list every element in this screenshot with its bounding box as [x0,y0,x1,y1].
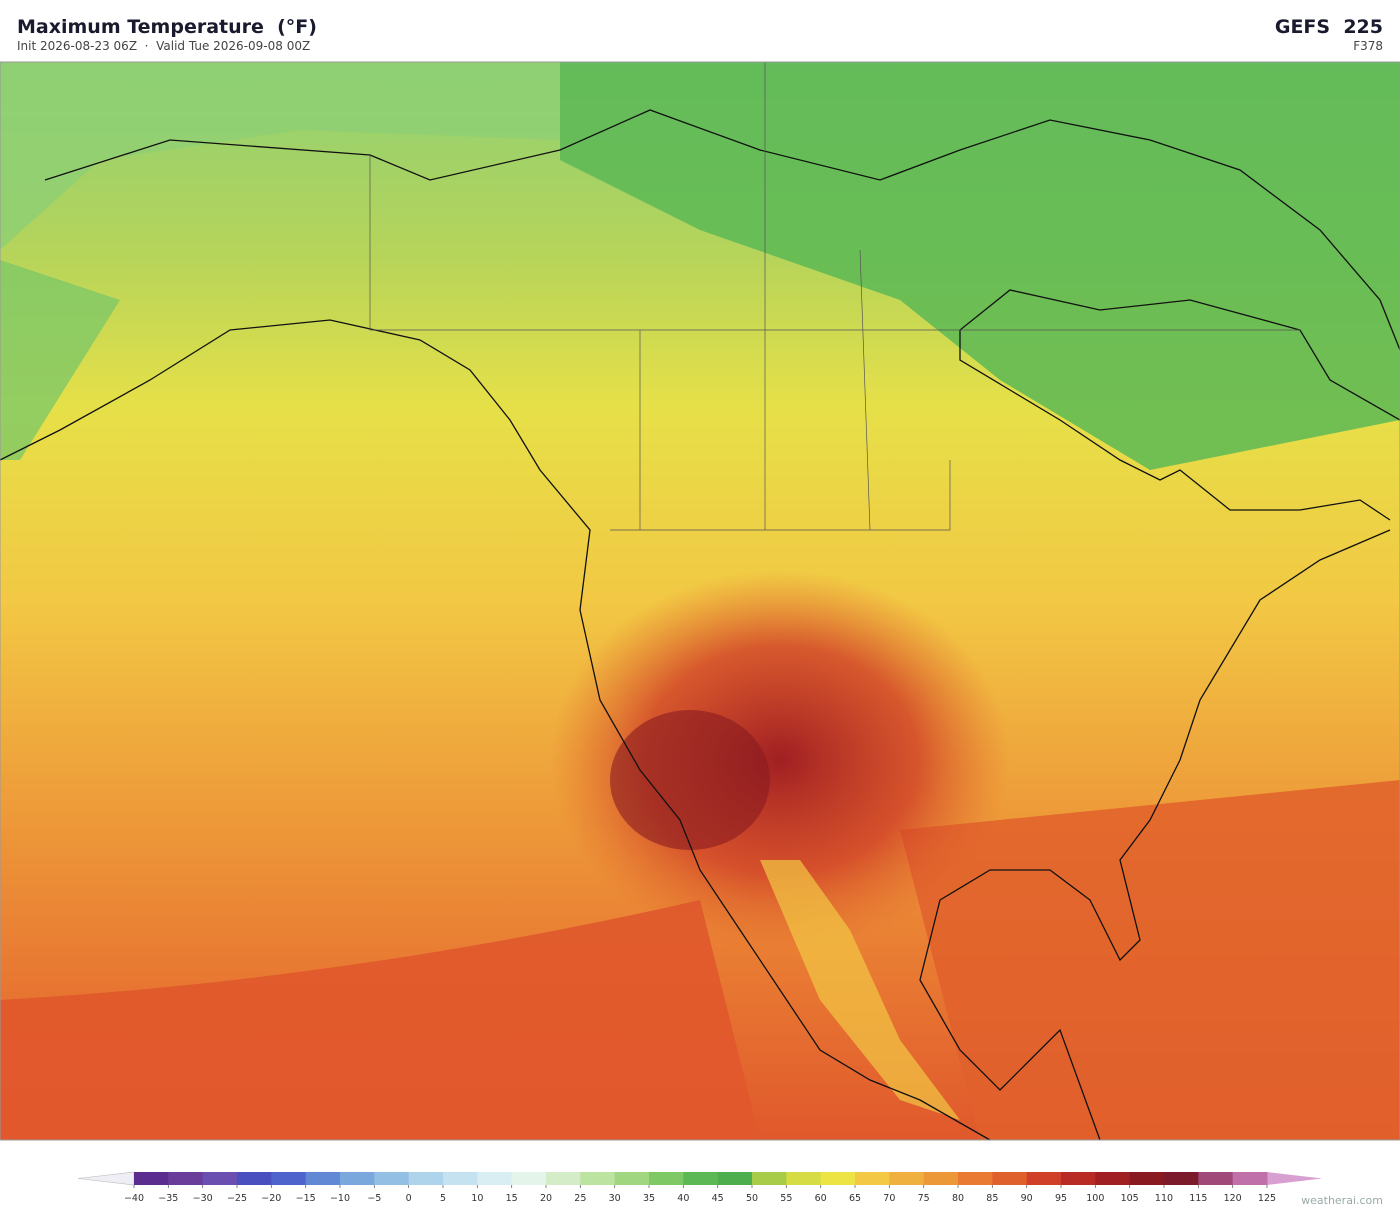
colorbar-segment [271,1172,307,1185]
cool-region [0,62,560,250]
colorbar-segment [649,1172,684,1185]
colorbar: −40 −35 −30 −25 −20 −15 −10 −5 0 5 10 15 20 25 30 35 40 4… [77,1171,1322,1204]
map-subtitle: Init 2026-08-23 06Z · Valid Tue 2026-09-… [17,39,311,53]
colorbar-segment [340,1172,375,1185]
colorbar-under [77,1171,135,1186]
credit: weatherai.com [1301,1194,1383,1207]
coastline [0,109,1400,1141]
colorbar-segment [168,1172,204,1185]
colorbar-segment [1129,1172,1165,1185]
colorbar-tick-label: 95 [1055,1193,1067,1204]
hot-core [610,710,770,850]
warm-region [0,900,760,1140]
colorbar-segment [237,1172,272,1185]
hot-region [550,570,1010,950]
colorbar-segment [134,1172,169,1185]
colorbar-tick-label: 55 [780,1193,792,1204]
colorbar-tick-label: 105 [1121,1193,1139,1204]
colorbar-tick-label: −15 [296,1193,316,1204]
colorbar-segment [1164,1172,1199,1185]
colorbar-tick-label: 0 [406,1193,412,1204]
colorbar-tick-label: 100 [1086,1193,1104,1204]
colorbar-tick-label: 65 [849,1193,861,1204]
colorbar-tick-label: 10 [471,1193,483,1204]
colorbar-segment [408,1172,444,1185]
colorbar-tick-label: 35 [643,1193,655,1204]
colorbar-tick-label: 25 [574,1193,586,1204]
borders [369,62,1300,531]
colorbar-tick-label: 15 [506,1193,518,1204]
map-title: Maximum Temperature (°F) [17,16,317,38]
colorbar-tick-label: 70 [883,1193,895,1204]
colorbar-segment [1095,1172,1131,1185]
colorbar-segment [477,1172,513,1185]
map-field [0,61,1400,1141]
forecast-hour: F378 [1353,39,1383,53]
colorbar-segment [305,1172,341,1185]
colorbar-segment [1061,1172,1096,1185]
colorbar-tick-label: −35 [158,1193,178,1204]
colorbar-tick-label: −25 [227,1193,247,1204]
colorbar-tick-label: 90 [1021,1193,1033,1204]
colorbar-segment [511,1172,547,1185]
highland-region [760,860,960,1120]
cold-region [560,62,1400,470]
colorbar-tick-label: 85 [986,1193,998,1204]
colorbar-tick-label: 45 [712,1193,724,1204]
colorbar-segment [614,1172,650,1185]
map-frame [0,61,1400,1141]
colorbar-tick-label: −5 [367,1193,381,1204]
colorbar-tick-label: 125 [1258,1193,1276,1204]
colorbar-tick-label: 75 [918,1193,930,1204]
colorbar-tick-label: −20 [261,1193,281,1204]
colorbar-segment [820,1172,856,1185]
colorbar-tick-label: 20 [540,1193,552,1204]
colorbar-tick-label: 120 [1224,1193,1242,1204]
colorbar-segment [202,1172,238,1185]
colorbar-segment [683,1172,719,1185]
colorbar-over [1267,1172,1322,1185]
colorbar-tick-label: 115 [1189,1193,1207,1204]
colorbar-segment [717,1172,753,1185]
colorbar-segment [546,1172,581,1185]
colorbar-segment [992,1172,1028,1185]
colorbar-tick-label: −10 [330,1193,350,1204]
colorbar-tick-label: −40 [124,1193,144,1204]
colorbar-segment [958,1172,993,1185]
cool-region [0,260,120,460]
colorbar-segment [443,1172,478,1185]
colorbar-segment [1026,1172,1062,1185]
colorbar-tick-label: 40 [677,1193,689,1204]
colorbar-segment [374,1172,410,1185]
colorbar-tick-label: 30 [609,1193,621,1204]
colorbar-segment [923,1172,959,1185]
colorbar-segment [1232,1172,1268,1185]
colorbar-segment [855,1172,890,1185]
colorbar-segment [580,1172,616,1185]
colorbar-tick-label: 5 [440,1193,446,1204]
colorbar-tick-label: −30 [193,1193,213,1204]
colorbar-tick-label: 50 [746,1193,758,1204]
colorbar-segment [1198,1172,1234,1185]
colorbar-segment [786,1172,822,1185]
colorbar-tick-label: 60 [815,1193,827,1204]
colorbar-segment [752,1172,787,1185]
colorbar-segment [889,1172,925,1185]
colorbar-tick-label: 80 [952,1193,964,1204]
model-label: GEFS 225 [1274,16,1383,38]
colorbar-tick-label: 110 [1155,1193,1173,1204]
